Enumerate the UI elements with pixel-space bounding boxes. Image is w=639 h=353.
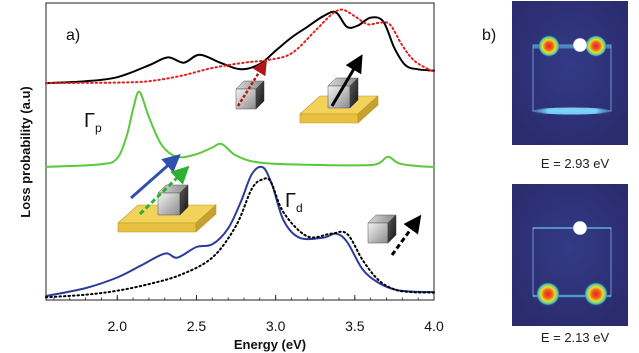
cube-on-substrate-black-arrow — [299, 54, 379, 124]
gamma-d-label: Γd — [285, 190, 303, 215]
x-tick-label: 3.0 — [266, 318, 286, 334]
series-line-2 — [45, 90, 435, 168]
hotspot-bottom-left — [536, 282, 560, 306]
x-tick-label: 2.5 — [187, 318, 207, 334]
caption-map-2: E = 2.13 eV — [541, 330, 610, 345]
series-layer — [45, 8, 435, 299]
series-line-1 — [45, 8, 435, 85]
green-arrow — [138, 165, 190, 216]
panel-a-label: a) — [66, 27, 80, 44]
black-arrow — [330, 54, 363, 107]
cube-inset-red-arrow — [235, 59, 267, 110]
field-map-top — [512, 1, 628, 145]
hotspot-top-left — [538, 35, 560, 57]
blue-arrow — [130, 154, 181, 200]
x-tick-label: 4.0 — [424, 318, 444, 334]
black-dashed-arrow — [390, 214, 422, 256]
series-line-4 — [45, 177, 435, 299]
panel-a: a) Loss probability (a.u) Energy (eV) 2.… — [18, 2, 444, 352]
hotspot-bottom-right — [584, 282, 608, 306]
series-line-0 — [45, 10, 435, 85]
electron-beam-position — [573, 38, 587, 52]
x-tick-label: 2.0 — [108, 318, 128, 334]
x-ticks: 2.0 2.5 3.0 3.5 4.0 — [53, 295, 444, 334]
bottom-edge-glow — [532, 107, 612, 115]
series-line-3 — [45, 165, 435, 297]
hotspot-top-right — [585, 35, 607, 57]
gamma-p-label: Γp — [84, 110, 102, 135]
caption-map-1: E = 2.93 eV — [541, 156, 610, 171]
cube-on-substrate-blue-green-arrows — [117, 154, 217, 233]
plot-frame — [45, 2, 435, 301]
panel-b-label: b) — [482, 27, 496, 44]
y-axis-label: Loss probability (a.u) — [18, 86, 33, 217]
cube-inset-dashed-arrow — [367, 214, 422, 256]
field-map-bottom — [512, 184, 628, 326]
x-axis-label: Energy (eV) — [234, 337, 306, 352]
electron-beam-position — [573, 221, 587, 235]
x-tick-label: 3.5 — [345, 318, 365, 334]
panel-b: b) E = 2.93 eV E = 2.13 eV — [482, 1, 628, 345]
red-dotted-arrow — [236, 59, 267, 107]
